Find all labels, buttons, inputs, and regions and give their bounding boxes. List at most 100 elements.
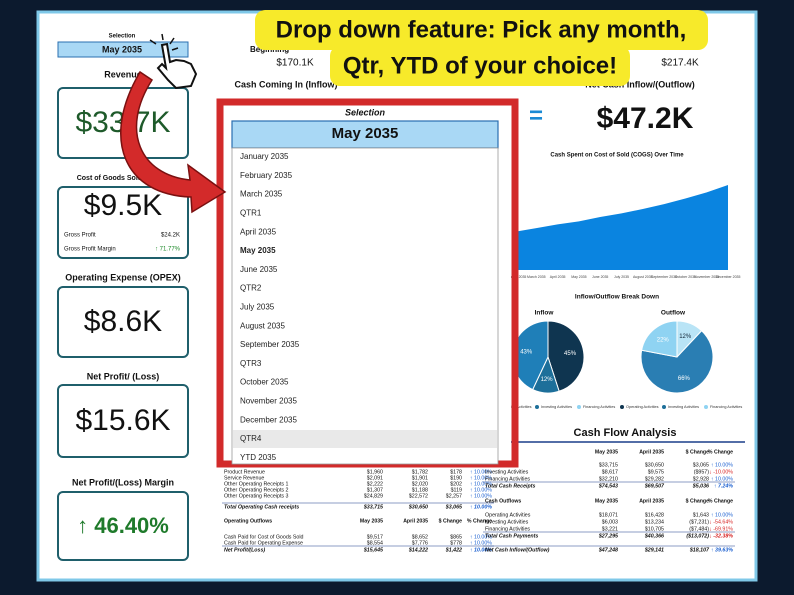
legend-label: Operating Activities	[626, 405, 659, 409]
dropdown-option[interactable]: QTR1	[240, 209, 262, 218]
label: Outflow	[661, 310, 686, 317]
legend-swatch	[535, 405, 539, 409]
table-cell: $6,003	[602, 519, 618, 525]
table-cell: $202	[450, 481, 462, 487]
x-tick-label: July 2035	[614, 275, 629, 279]
table-cell: Total Cash Payments	[485, 533, 538, 539]
x-tick-label: August 2035	[633, 275, 653, 279]
x-tick-label: April 2035	[550, 275, 566, 279]
data-label: 22%	[657, 337, 670, 343]
label: Cash Spent on Cost of Sold (COGS) Over T…	[550, 153, 684, 159]
label: Gross Profit Margin	[64, 247, 116, 253]
table-cell: ↑ 10.00%	[711, 462, 733, 468]
table-cell: April 2035	[639, 449, 664, 455]
x-tick-label: December 2035	[716, 275, 741, 279]
table-cell: $8,617	[602, 469, 618, 475]
table-cell: $3,065	[445, 504, 463, 510]
label: Cost of Goods Sold (COGS)	[77, 175, 170, 182]
table-cell: $74,543	[598, 483, 618, 489]
table-cell: $178	[450, 469, 462, 475]
table-cell: ↓ -32.38%	[709, 533, 733, 539]
label: $8.6K	[84, 305, 162, 338]
table-cell: ↑ 10.00%	[470, 493, 492, 499]
x-tick-label: March 2035	[527, 275, 546, 279]
kpi-card	[57, 186, 189, 259]
dropdown-option[interactable]: May 2035	[240, 246, 276, 255]
label: Cash Coming In (Inflow)	[235, 79, 338, 89]
x-tick-label: June 2035	[592, 275, 608, 279]
table-cell: ↓ -10.00%	[709, 469, 733, 475]
click-ray	[149, 39, 157, 45]
dropdown-option[interactable]: March 2035	[240, 190, 283, 199]
label: =	[529, 102, 543, 129]
x-tick-label: May 2035	[571, 275, 586, 279]
table-cell: Product Revenue	[224, 469, 265, 475]
table-cell: $2,091	[367, 475, 383, 481]
table-cell: $2,928	[693, 476, 709, 482]
dropdown-option[interactable]: February 2035	[240, 171, 293, 180]
table-cell: ($7,231)	[689, 519, 709, 525]
table-cell: Net Cash Inflow/(Outflow)	[485, 547, 550, 553]
label: Net Cash Inflow/(Outflow)	[585, 79, 695, 89]
dropdown-option[interactable]: November 2035	[240, 397, 297, 406]
table-cell: $16,428	[645, 512, 664, 518]
dropdown-option[interactable]: YTD 2035	[240, 453, 277, 462]
label: $170.1K	[276, 58, 314, 69]
table-cell: $33,715	[363, 504, 384, 510]
dropdown-option[interactable]: June 2035	[240, 265, 278, 274]
table-cell: $1,422	[445, 547, 462, 553]
table-cell: $18,071	[599, 512, 618, 518]
table-cell: Total Operating Cash receipts	[224, 504, 299, 510]
table-cell: $3,065	[693, 462, 709, 468]
table-cell: Other Operating Receipts 1	[224, 481, 289, 487]
label: Inflow/Outflow Break Down	[575, 294, 659, 301]
cogs-area	[515, 185, 728, 270]
table-cell: $40,366	[644, 533, 664, 539]
table-cell: $865	[450, 534, 462, 540]
label: Net Profit/(Loss) Margin	[72, 477, 174, 487]
dropdown-option[interactable]: January 2035	[240, 152, 289, 161]
pie-slice	[641, 320, 678, 358]
table-cell: $18,107	[689, 547, 710, 553]
label: Operating Expense (OPEX)	[65, 272, 181, 282]
table-cell: Total Cash Receipts	[485, 483, 535, 489]
table-cell: April 2035	[403, 518, 428, 524]
legend-swatch	[577, 405, 581, 409]
dropdown-option[interactable]: August 2035	[240, 321, 285, 330]
callout	[255, 10, 708, 50]
label: Net Profit/ (Loss)	[87, 371, 160, 381]
table-cell: ↓ -69.91%	[709, 526, 733, 532]
table-cell: $22,572	[409, 493, 428, 499]
data-label: 66%	[678, 376, 691, 382]
label: ↑ 71.77%	[155, 247, 181, 253]
dropdown-option[interactable]: July 2035	[240, 303, 275, 312]
table-cell: $1,188	[412, 487, 428, 493]
table-cell: $32,210	[599, 476, 618, 482]
dropdown-option[interactable]: QTR2	[240, 284, 262, 293]
table-cell: ↑ 10.00%	[711, 476, 733, 482]
table-cell: $9,517	[367, 534, 383, 540]
callout	[330, 46, 630, 86]
dropdown-selected[interactable]	[231, 120, 499, 149]
table-cell: $8,554	[367, 540, 383, 546]
table-cell: $778	[450, 540, 462, 546]
dropdown-option[interactable]: April 2035	[240, 227, 277, 236]
legend-label: Financing Activities	[583, 405, 615, 409]
legend-swatch	[620, 405, 624, 409]
table-cell: $2,222	[367, 481, 383, 487]
table-cell: $30,650	[645, 462, 664, 468]
dropdown-option[interactable]: QTR4	[240, 434, 262, 443]
click-ray	[171, 47, 179, 51]
pie-slice	[640, 330, 714, 394]
dropdown-option[interactable]: September 2035	[240, 340, 300, 349]
pie-slice	[547, 320, 585, 392]
table-cell: $9,575	[648, 469, 664, 475]
dropdown-option[interactable]: December 2035	[240, 415, 297, 424]
table-cell: $ Change	[686, 498, 709, 504]
table-cell: Other Operating Receipts 2	[224, 487, 289, 493]
table-cell: $1,960	[367, 469, 383, 475]
label: $15.6K	[75, 404, 170, 437]
dropdown-option[interactable]: October 2035	[240, 378, 289, 387]
label: $47.2K	[597, 102, 694, 135]
dropdown-option[interactable]: QTR3	[240, 359, 262, 368]
